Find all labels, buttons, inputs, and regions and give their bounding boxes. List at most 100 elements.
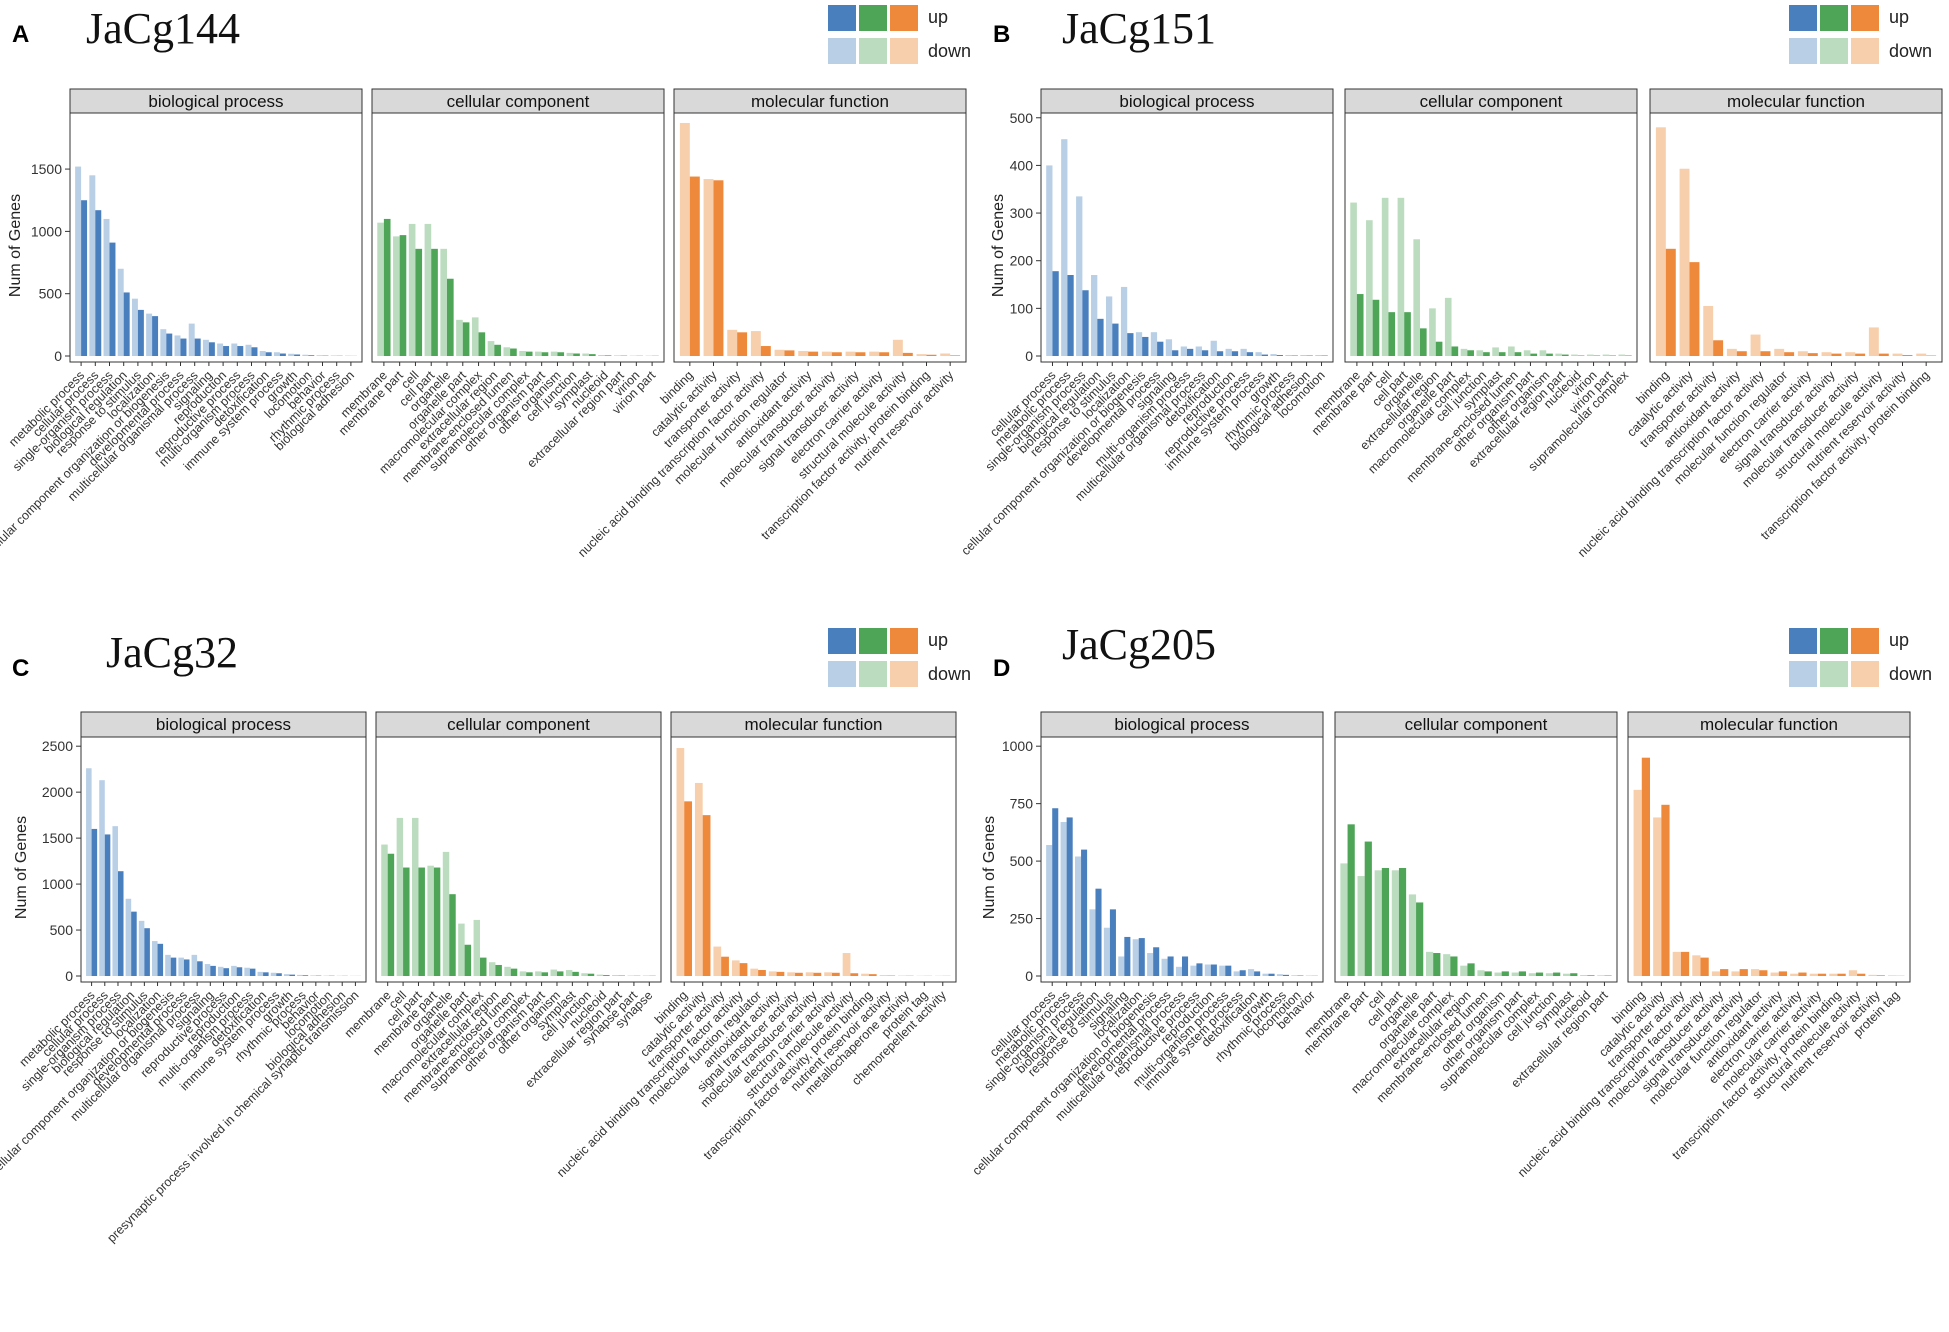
legend-swatch-bp-down bbox=[1789, 38, 1817, 64]
bar-down bbox=[89, 175, 96, 356]
bar-down bbox=[1285, 355, 1292, 356]
bar-down bbox=[1679, 168, 1690, 356]
facet-strip bbox=[1334, 711, 1618, 738]
bar-up bbox=[418, 867, 425, 976]
bar-up bbox=[1855, 353, 1866, 356]
bar-down bbox=[1460, 348, 1468, 356]
bar-up bbox=[526, 972, 533, 976]
bar-down bbox=[768, 971, 777, 976]
bar-down bbox=[86, 768, 92, 976]
legend-swatch-mf-down bbox=[1851, 38, 1879, 64]
bar-up bbox=[180, 338, 187, 356]
bar-down bbox=[519, 351, 526, 356]
facet-strip-label: molecular function bbox=[745, 715, 883, 734]
bar-down bbox=[1750, 334, 1761, 356]
bar-down bbox=[1074, 856, 1082, 976]
bar-up bbox=[1347, 824, 1355, 976]
bar-down bbox=[1848, 970, 1858, 976]
bar-up bbox=[131, 911, 137, 976]
bar-up bbox=[1587, 975, 1595, 976]
bar-down bbox=[1150, 332, 1158, 356]
legend-swatch-cc-up bbox=[1820, 628, 1848, 654]
bar-up bbox=[263, 972, 269, 976]
y-tick-label: 500 bbox=[1010, 110, 1034, 126]
bar-down bbox=[1046, 165, 1053, 356]
bar-up bbox=[251, 347, 258, 356]
y-tick-label: 2500 bbox=[42, 738, 73, 754]
bar-up bbox=[1641, 757, 1651, 976]
chart-panel-C: C JaCg32 up down Num of Genes 0 500 1000 1500 200… bbox=[0, 628, 971, 1245]
bar-down bbox=[1165, 339, 1173, 356]
legend-swatch-bp-up bbox=[1789, 5, 1817, 31]
bar-down bbox=[1429, 308, 1436, 356]
bar-down bbox=[1413, 239, 1420, 356]
bar-down bbox=[1555, 353, 1562, 356]
bar-up bbox=[813, 972, 822, 976]
bar-up bbox=[758, 970, 766, 976]
facet-strip-label: cellular component bbox=[447, 715, 590, 734]
bar-up bbox=[1066, 817, 1073, 976]
bar-up bbox=[1450, 956, 1458, 976]
bar-down bbox=[598, 355, 605, 356]
legend-down-label: down bbox=[928, 664, 971, 684]
bar-down bbox=[1204, 964, 1211, 976]
bar-down bbox=[1655, 127, 1666, 356]
legend-swatch-cc-down bbox=[1820, 38, 1848, 64]
bar-down bbox=[146, 313, 153, 356]
bar-down bbox=[535, 351, 542, 356]
bar-down bbox=[504, 966, 511, 976]
bar-down bbox=[845, 351, 856, 356]
bar-up bbox=[1518, 971, 1527, 976]
bar-down bbox=[1105, 296, 1113, 356]
bar-down bbox=[1340, 863, 1348, 976]
bar-down bbox=[1868, 974, 1877, 976]
bar-down bbox=[217, 343, 224, 356]
facet-strip bbox=[375, 711, 662, 738]
bar-down bbox=[487, 341, 495, 356]
bar-up bbox=[1231, 351, 1239, 356]
bar-down bbox=[1180, 346, 1187, 356]
bar-down bbox=[1887, 975, 1897, 976]
bar-up bbox=[587, 973, 595, 976]
bar-down bbox=[1118, 956, 1125, 976]
y-tick-label: 1000 bbox=[1002, 738, 1033, 754]
legend-up-label: up bbox=[1889, 7, 1909, 27]
bar-down bbox=[473, 919, 481, 976]
bar-down bbox=[283, 974, 290, 976]
bar-up bbox=[603, 975, 610, 976]
bar-down bbox=[488, 962, 496, 976]
bar-up bbox=[1778, 971, 1788, 976]
bar-down bbox=[1443, 954, 1451, 976]
facet-strip bbox=[1627, 711, 1911, 738]
bar-down bbox=[1511, 972, 1519, 976]
bar-up bbox=[1097, 318, 1104, 356]
legend-swatch-mf-up bbox=[1851, 628, 1879, 654]
bar-down bbox=[1240, 348, 1247, 356]
legend-swatch-cc-up bbox=[1820, 5, 1848, 31]
bar-up bbox=[223, 968, 230, 976]
bar-up bbox=[152, 316, 159, 356]
legend-swatch-mf-down bbox=[1851, 661, 1879, 687]
y-tick-label: 500 bbox=[50, 922, 74, 938]
bar-down bbox=[1892, 353, 1903, 356]
bar-up bbox=[1876, 975, 1885, 976]
legend-swatch-bp-up bbox=[828, 5, 856, 31]
y-tick-label: 0 bbox=[1025, 348, 1033, 364]
bar-down bbox=[103, 218, 110, 356]
bar-up bbox=[557, 352, 565, 356]
bar-down bbox=[1494, 972, 1502, 976]
bar-up bbox=[494, 344, 501, 356]
bar-up bbox=[197, 961, 203, 976]
bar-down bbox=[178, 957, 184, 976]
bar-up bbox=[1570, 973, 1578, 976]
bar-up bbox=[431, 248, 438, 356]
legend-swatch-mf-up bbox=[890, 5, 918, 31]
bar-up bbox=[415, 248, 423, 356]
legend: up down bbox=[828, 628, 971, 687]
legend-up-label: up bbox=[928, 630, 948, 650]
bar-down bbox=[1586, 354, 1594, 356]
bar-up bbox=[1254, 971, 1261, 976]
bar-down bbox=[1262, 973, 1269, 976]
